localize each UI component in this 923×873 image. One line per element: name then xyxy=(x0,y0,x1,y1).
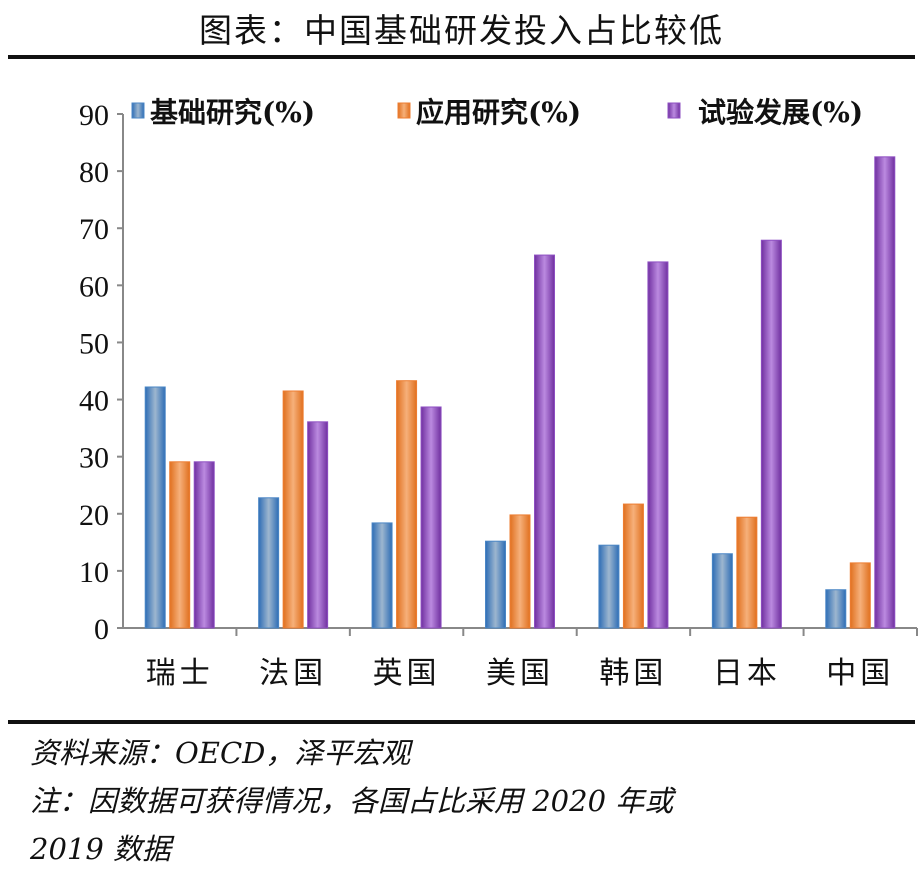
legend-label: 应用研究(%) xyxy=(416,96,581,129)
x-tick-label: 韩国 xyxy=(599,656,667,691)
y-tick-label: 50 xyxy=(79,327,109,360)
bar-日本-1 xyxy=(736,516,758,629)
bar-美国-0 xyxy=(485,540,506,629)
source-text: 资料来源：OECD，泽平宏观 xyxy=(30,736,411,770)
legend-label: 基础研究(%) xyxy=(150,96,315,129)
y-tick-label: 0 xyxy=(94,613,109,646)
legend-swatch xyxy=(397,102,411,119)
bar-瑞士-2 xyxy=(193,461,215,629)
bar-韩国-2 xyxy=(647,261,669,629)
bar-日本-0 xyxy=(711,553,733,629)
y-tick-label: 60 xyxy=(79,270,109,303)
note-line-1: 注：因数据可获得情况，各国占比采用 2020 年或 xyxy=(30,784,674,818)
bar-chart: 0 10 20 30 40 50 60 70 80 90 瑞士 法国 英国 美国 韩国 日本 中国 基础研究(%… xyxy=(79,96,918,691)
top-rule xyxy=(8,55,915,59)
x-tick-label: 美国 xyxy=(486,656,554,691)
y-tick-label: 10 xyxy=(79,556,109,589)
bar-中国-2 xyxy=(874,156,896,629)
x-tick-label: 中国 xyxy=(826,656,894,691)
y-tick-label: 80 xyxy=(79,156,109,189)
bar-美国-2 xyxy=(534,254,555,629)
y-tick-label: 90 xyxy=(79,99,109,132)
bar-中国-0 xyxy=(825,589,847,629)
y-tick-label: 30 xyxy=(79,442,109,475)
x-tick-label: 日本 xyxy=(713,656,781,691)
y-tick-label: 70 xyxy=(79,213,109,246)
chart-title: 图表：中国基础研发投入占比较低 xyxy=(199,11,724,50)
y-tick-label: 40 xyxy=(79,385,109,418)
bar-韩国-1 xyxy=(622,503,644,629)
x-tick-label: 法国 xyxy=(259,656,327,691)
legend-label: 试验发展(%) xyxy=(698,96,863,129)
bar-瑞士-0 xyxy=(144,386,166,629)
bar-英国-0 xyxy=(371,522,393,629)
legend-swatch xyxy=(131,102,145,119)
bar-韩国-0 xyxy=(598,544,620,629)
bar-中国-1 xyxy=(849,562,871,629)
bar-英国-2 xyxy=(420,406,442,629)
bottom-rule xyxy=(8,720,915,724)
bar-日本-2 xyxy=(760,239,782,629)
bar-英国-1 xyxy=(396,380,418,629)
legend-swatch xyxy=(667,102,681,119)
x-tick-label: 英国 xyxy=(373,656,441,691)
note-line-2: 2019 数据 xyxy=(30,832,172,866)
y-tick-label: 20 xyxy=(79,499,109,532)
bar-法国-2 xyxy=(307,421,329,629)
bar-法国-0 xyxy=(258,497,280,629)
bar-法国-1 xyxy=(282,390,304,629)
bar-瑞士-1 xyxy=(169,461,191,629)
bar-美国-1 xyxy=(509,514,531,629)
x-tick-label: 瑞士 xyxy=(146,656,214,691)
